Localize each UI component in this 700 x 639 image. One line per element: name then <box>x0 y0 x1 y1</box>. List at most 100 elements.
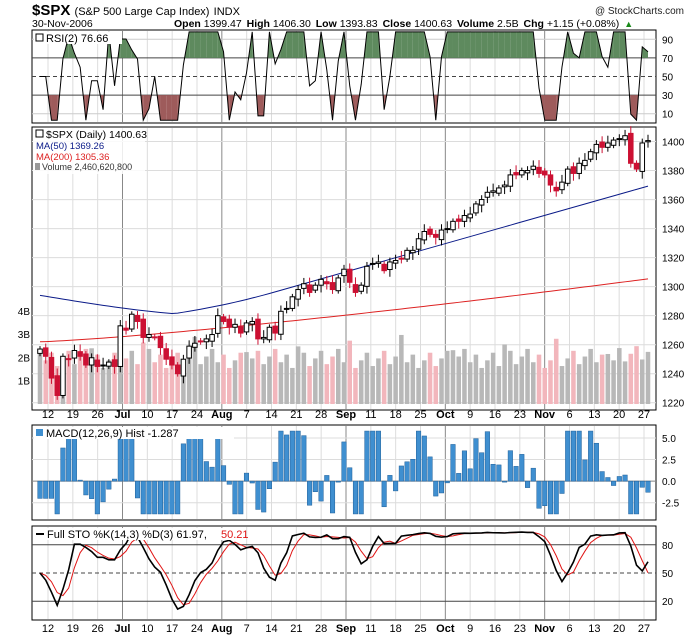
volume-bar <box>427 352 433 404</box>
volume-bar <box>347 340 353 404</box>
rsi-fill <box>493 31 499 58</box>
candle-body <box>301 283 307 289</box>
macd-hist-bar <box>37 480 43 499</box>
macd-hist-bar <box>393 480 399 492</box>
x-tick-label: Oct <box>436 409 455 421</box>
volume-bar <box>232 360 238 404</box>
candle-body <box>444 228 451 231</box>
macd-hist-bar <box>324 475 330 482</box>
x-tick-label: Nov <box>534 623 556 635</box>
volume-bar <box>249 358 255 404</box>
volume-bar <box>502 344 507 404</box>
stat-value-open: 1399.47 <box>203 18 245 30</box>
x-tick-label: 9 <box>467 623 473 635</box>
volume-bar <box>238 352 244 404</box>
volume-bar <box>588 348 593 404</box>
volume-bar <box>318 350 324 404</box>
macd-hist-bar <box>341 441 347 482</box>
macd-hist-bar <box>479 452 485 482</box>
volume-bar <box>295 346 301 404</box>
rsi-fill <box>171 95 178 121</box>
candle-body <box>65 358 72 361</box>
x-tick-label: 16 <box>489 623 501 635</box>
candle-body <box>186 345 192 359</box>
macd-hist-bar <box>60 447 66 482</box>
volume-bar <box>244 352 249 404</box>
rsi-fill <box>584 31 591 58</box>
x-tick-label: 26 <box>92 409 104 421</box>
x-tick-label: 11 <box>365 409 376 421</box>
rsi-fill <box>521 31 528 58</box>
volume-tick-label: 3B <box>18 330 31 341</box>
candle-body <box>433 233 439 238</box>
candle-body <box>404 249 410 260</box>
volume-bar <box>410 354 416 404</box>
volume-bar <box>531 362 536 404</box>
rsi-fill <box>498 31 505 58</box>
macd-hist-bar <box>628 480 634 515</box>
candle-body <box>427 228 433 235</box>
stats-bar: Open 1399.47 High 1406.30 Low 1393.83 Cl… <box>174 18 633 30</box>
candle-body <box>335 277 342 292</box>
rsi-fill <box>504 31 511 58</box>
candle-body <box>438 229 445 241</box>
candle-body <box>582 159 588 167</box>
candle-body <box>278 310 284 335</box>
volume-bar <box>95 354 100 404</box>
volume-bar <box>508 350 513 404</box>
rsi-fill <box>401 31 408 58</box>
macd-hist-bar <box>438 480 445 494</box>
candle-body <box>318 278 324 286</box>
volume-bar <box>594 362 599 404</box>
volume-bar <box>416 367 421 404</box>
macd-hist-bar <box>616 476 622 482</box>
macd-hist-bar <box>89 480 95 499</box>
volume-bar <box>473 354 479 404</box>
rsi-tick-label: 70 <box>662 54 674 65</box>
x-tick-label: Sep <box>336 623 356 635</box>
candle-body <box>381 263 387 272</box>
candle-body <box>174 364 181 375</box>
rsi-fill <box>630 95 637 121</box>
x-tick-label: Sep <box>336 409 356 421</box>
sto-tick-label: 80 <box>662 541 674 552</box>
volume-bar <box>376 358 381 404</box>
x-tick-label: 27 <box>638 409 650 421</box>
price-legend-bg <box>33 128 145 174</box>
volume-bar <box>335 348 341 404</box>
volume-bar <box>204 356 209 404</box>
candle-body <box>398 257 405 260</box>
candle-body <box>375 261 382 264</box>
volume-bar <box>404 362 410 404</box>
candle-body <box>215 315 221 334</box>
macd-hist-bar <box>375 430 381 482</box>
volume-bar <box>467 362 473 404</box>
x-tick-label: 17 <box>166 409 178 421</box>
volume-bar <box>370 366 375 404</box>
candle-body <box>576 162 582 174</box>
price-tick-label: 1340 <box>662 225 685 236</box>
rsi-tick-label: 30 <box>662 91 674 102</box>
rsi-fill <box>458 31 465 58</box>
candle-body <box>151 336 158 339</box>
macd-hist-bar <box>467 468 473 482</box>
macd-hist-bar <box>502 480 508 483</box>
rsi-legend: RSI(2) 76.66 <box>46 33 108 45</box>
macd-hist-bar <box>582 459 588 482</box>
candle-body <box>209 334 215 342</box>
macd-tick-label: 5.0 <box>662 434 676 445</box>
volume-bar <box>221 354 226 404</box>
price-legend-ma50: MA(50) 1369.26 <box>36 141 104 152</box>
macd-hist-bar <box>272 461 278 482</box>
volume-bar <box>278 362 284 404</box>
macd-hist-bar <box>639 480 645 488</box>
volume-bar <box>599 354 605 404</box>
x-tick-label: 20 <box>613 409 625 421</box>
volume-bar <box>112 352 117 404</box>
stat-value-volume: 2.5B <box>497 18 522 30</box>
candle-body <box>559 181 565 191</box>
macd-hist-bar <box>140 480 146 515</box>
x-tick-label: 23 <box>514 623 526 635</box>
macd-hist-bar <box>634 480 640 515</box>
